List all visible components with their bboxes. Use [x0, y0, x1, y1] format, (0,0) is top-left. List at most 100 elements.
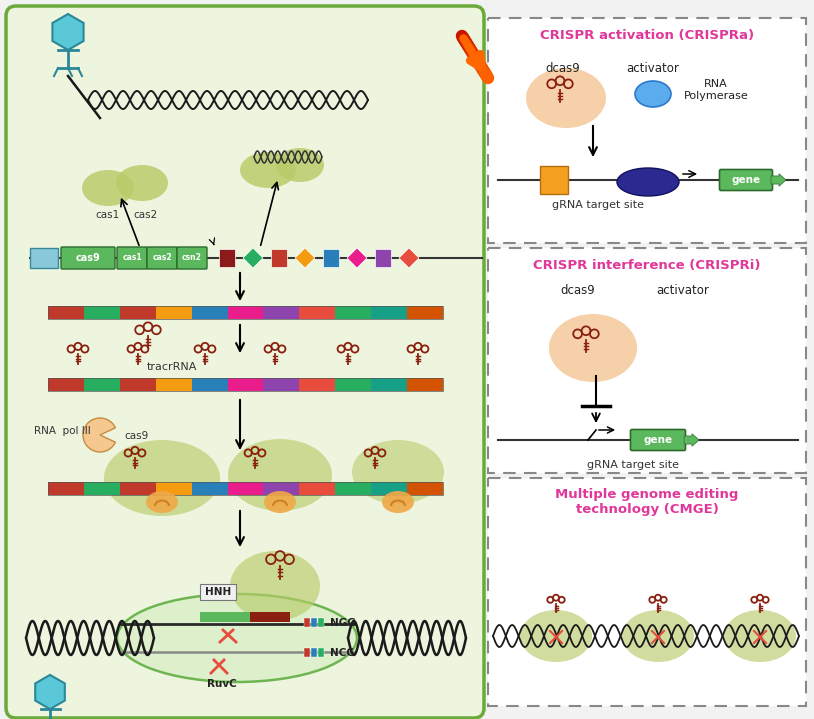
Text: dcas9: dcas9: [545, 62, 580, 75]
Bar: [155, 306, 191, 319]
Text: gene: gene: [643, 435, 672, 445]
Bar: [407, 306, 443, 319]
Text: NGG: NGG: [330, 618, 356, 628]
Text: CRISPR activation (CRISPRa): CRISPR activation (CRISPRa): [540, 29, 754, 42]
Wedge shape: [83, 418, 116, 452]
Bar: [191, 482, 228, 495]
Text: NCC: NCC: [330, 648, 354, 658]
Bar: [48, 482, 84, 495]
Bar: [407, 377, 443, 390]
Text: cas2: cas2: [152, 254, 172, 262]
Polygon shape: [52, 14, 84, 50]
Ellipse shape: [382, 491, 414, 513]
Bar: [371, 306, 407, 319]
FancyBboxPatch shape: [631, 429, 685, 451]
Ellipse shape: [82, 170, 134, 206]
Bar: [48, 306, 84, 319]
Text: RuvC: RuvC: [207, 679, 237, 689]
Bar: [155, 482, 191, 495]
Text: csn2: csn2: [182, 254, 202, 262]
Bar: [300, 306, 335, 319]
Text: gRNA target site: gRNA target site: [587, 460, 679, 470]
Text: activator: activator: [627, 62, 680, 75]
Bar: [48, 482, 443, 495]
Bar: [48, 377, 443, 390]
Bar: [311, 618, 317, 627]
Text: cas2: cas2: [133, 210, 157, 220]
Polygon shape: [295, 248, 315, 268]
FancyBboxPatch shape: [117, 247, 147, 269]
Text: cas1: cas1: [122, 254, 142, 262]
Ellipse shape: [230, 551, 320, 621]
Bar: [84, 377, 120, 390]
Text: gRNA target site: gRNA target site: [552, 200, 644, 210]
Bar: [228, 482, 264, 495]
Bar: [48, 377, 84, 390]
FancyBboxPatch shape: [488, 18, 806, 243]
Ellipse shape: [520, 610, 592, 662]
FancyArrow shape: [684, 434, 699, 446]
Ellipse shape: [549, 314, 637, 382]
Bar: [323, 249, 339, 267]
Polygon shape: [243, 248, 263, 268]
Ellipse shape: [617, 168, 679, 196]
Bar: [120, 306, 155, 319]
FancyBboxPatch shape: [488, 478, 806, 706]
Bar: [271, 249, 287, 267]
Text: cas1: cas1: [96, 210, 120, 220]
Bar: [300, 377, 335, 390]
Bar: [48, 306, 443, 319]
Text: RNA
Polymerase: RNA Polymerase: [684, 79, 748, 101]
Bar: [228, 306, 264, 319]
Bar: [200, 612, 250, 622]
Text: activator: activator: [657, 283, 710, 296]
Ellipse shape: [526, 68, 606, 128]
Ellipse shape: [116, 165, 168, 201]
Bar: [264, 482, 300, 495]
Text: dcas9: dcas9: [561, 283, 595, 296]
Ellipse shape: [352, 440, 444, 504]
FancyBboxPatch shape: [6, 6, 484, 718]
Ellipse shape: [264, 491, 296, 513]
Bar: [191, 377, 228, 390]
Bar: [264, 377, 300, 390]
Text: tracrRNA: tracrRNA: [147, 362, 197, 372]
Bar: [84, 482, 120, 495]
Bar: [120, 482, 155, 495]
Bar: [84, 306, 120, 319]
Bar: [30, 248, 58, 268]
Bar: [318, 648, 324, 657]
Bar: [304, 648, 310, 657]
FancyArrow shape: [771, 174, 786, 186]
Bar: [335, 482, 371, 495]
Text: cas9: cas9: [124, 431, 148, 441]
Bar: [304, 618, 310, 627]
Ellipse shape: [635, 81, 671, 107]
Polygon shape: [35, 675, 65, 709]
Text: HNH: HNH: [205, 587, 231, 597]
Ellipse shape: [724, 610, 796, 662]
Ellipse shape: [228, 439, 332, 511]
FancyBboxPatch shape: [61, 247, 115, 269]
Text: Multiple genome editing
technology (CMGE): Multiple genome editing technology (CMGE…: [555, 488, 738, 516]
Ellipse shape: [117, 594, 357, 682]
FancyBboxPatch shape: [200, 584, 236, 600]
Polygon shape: [347, 248, 367, 268]
FancyBboxPatch shape: [488, 248, 806, 473]
Ellipse shape: [240, 152, 296, 188]
FancyBboxPatch shape: [720, 170, 772, 191]
Bar: [155, 377, 191, 390]
Bar: [219, 249, 235, 267]
Bar: [335, 377, 371, 390]
FancyBboxPatch shape: [177, 247, 207, 269]
Bar: [371, 482, 407, 495]
Bar: [250, 612, 290, 622]
Bar: [371, 377, 407, 390]
Text: RNA  pol III: RNA pol III: [33, 426, 90, 436]
Ellipse shape: [622, 610, 694, 662]
Bar: [300, 482, 335, 495]
Bar: [120, 377, 155, 390]
Bar: [191, 306, 228, 319]
Bar: [311, 648, 317, 657]
Text: CRISPR interference (CRISPRi): CRISPR interference (CRISPRi): [533, 260, 761, 273]
